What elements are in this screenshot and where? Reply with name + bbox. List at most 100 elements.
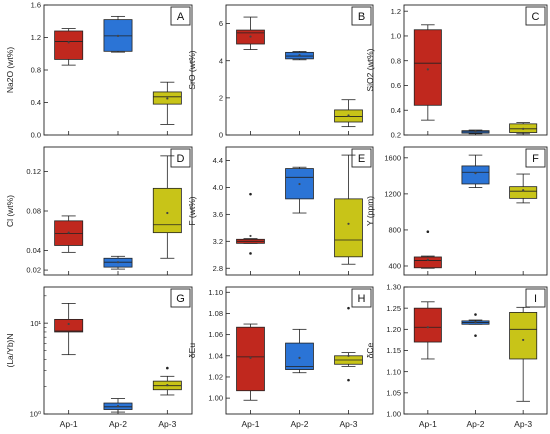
y-tick-label: 1.2 (391, 7, 401, 16)
y-tick-label: 3.2 (213, 237, 223, 246)
y-tick-label: 10⁰ (30, 410, 41, 419)
y-tick-label: 1.00 (386, 410, 401, 419)
x-category-label: Ap-3 (514, 419, 532, 429)
box-ap-1 (413, 24, 442, 121)
mean-marker (67, 41, 70, 44)
outlier-point (347, 378, 350, 382)
y-tick-label: 1.10 (386, 367, 401, 376)
y-axis-label: δCe (365, 342, 375, 358)
y-tick-label: 0.02 (26, 266, 41, 275)
mean-marker (249, 356, 252, 360)
y-tick-label: 1.0 (391, 32, 401, 41)
box-body (509, 186, 538, 199)
outlier-point (347, 306, 350, 310)
y-tick-label: 400 (388, 262, 401, 271)
y-tick-label: 2.8 (213, 264, 223, 273)
mean-marker (249, 35, 252, 38)
y-tick-label: 0 (219, 131, 223, 140)
y-tick-label: 4.4 (213, 156, 223, 165)
mean-marker (166, 384, 169, 387)
box-ap-2 (461, 313, 490, 337)
mean-marker (522, 189, 525, 192)
box-ap-1 (236, 192, 265, 255)
box-ap-3 (509, 306, 538, 402)
box-ap-2 (461, 154, 490, 188)
mean-marker (474, 172, 477, 175)
y-tick-label: 1.30 (386, 283, 401, 292)
y-tick-label: 0.12 (26, 167, 41, 176)
box-ap-1 (236, 323, 265, 401)
mean-marker (249, 234, 252, 238)
box-body (461, 165, 490, 185)
mean-marker (426, 68, 429, 71)
mean-marker (298, 54, 301, 57)
box-body (413, 307, 442, 343)
box-ap-2 (103, 398, 133, 413)
box-ap-3 (152, 155, 182, 259)
y-tick-label: 0.04 (26, 246, 41, 255)
y-tick-label: 1200 (384, 189, 401, 198)
panel-letter-box (525, 6, 546, 26)
y-axis-label: δEu (187, 343, 197, 358)
mean-marker (426, 326, 429, 329)
y-tick-label: 1.02 (208, 373, 223, 382)
box-ap-2 (285, 328, 314, 374)
box-ap-1 (236, 16, 265, 50)
panel-letter: H (358, 293, 366, 305)
panel-a: 0.0 0.4 0.8 1.2 1.6 Na2O (wt%) A (5, 1, 193, 140)
box-body (413, 256, 442, 269)
y-tick-label: 1.2 (31, 33, 41, 42)
y-tick-label: 2 (219, 93, 223, 102)
mean-marker (426, 258, 429, 261)
box-body (413, 29, 442, 106)
y-tick-label: 1.15 (386, 346, 401, 355)
panel-letter-box (170, 6, 191, 26)
mean-marker (298, 356, 301, 360)
box-ap-3 (334, 154, 363, 265)
box-ap-2 (103, 255, 133, 270)
panel-letter-box (525, 288, 546, 308)
panel-letter-box (170, 288, 191, 308)
y-tick-label: 1.08 (208, 309, 223, 318)
box-ap-3 (152, 81, 182, 125)
box-ap-1 (54, 302, 84, 356)
panel-d: 0.02 0.04 0.08 0.12 Cl (wt%) D (5, 146, 193, 276)
mean-marker (116, 405, 120, 408)
mean-marker (67, 322, 70, 326)
panel-i: 1.00 1.05 1.10 1.15 1.20 1.25 1.30 δCe I Ap-1 Ap-2… (365, 283, 548, 429)
box-body (334, 198, 363, 258)
y-tick-label: 0.08 (26, 207, 41, 216)
mean-marker (116, 34, 120, 37)
panel-f: 400 800 1200 1600 Y (ppm) F (365, 146, 548, 276)
panel-letter: I (534, 293, 537, 305)
panel-letter-box (525, 148, 546, 168)
y-tick-label: 3.6 (213, 210, 223, 219)
panel-letter: D (177, 153, 185, 165)
mean-marker (522, 338, 525, 342)
box-ap-1 (54, 215, 84, 253)
mean-marker (347, 222, 350, 225)
box-ap-3 (509, 122, 538, 135)
panel-letter-box (170, 148, 191, 168)
mean-marker (298, 182, 301, 186)
panel-e: 2.8 3.2 3.6 4.0 4.4 F (wt%) E (187, 146, 374, 276)
y-tick-label: 0.4 (391, 106, 401, 115)
box-body (54, 30, 84, 60)
box-ap-2 (285, 51, 314, 61)
y-axis-label: SrO (wt%) (187, 50, 197, 89)
panel-letter-box (351, 148, 372, 168)
y-tick-label: 1.10 (208, 288, 223, 297)
box-body (509, 311, 538, 360)
mean-marker (67, 231, 70, 234)
panel-letter: A (177, 11, 185, 23)
x-category-label: Ap-3 (340, 419, 358, 429)
x-category-label: Ap-2 (291, 419, 309, 429)
mean-marker (474, 321, 477, 324)
panel-letter: E (358, 153, 365, 165)
y-axis-label: F (wt%) (187, 196, 197, 225)
box-ap-3 (509, 173, 538, 204)
y-tick-label: 4 (219, 56, 223, 65)
y-tick-label: 0.4 (31, 98, 41, 107)
panel-letter-box (351, 288, 372, 308)
